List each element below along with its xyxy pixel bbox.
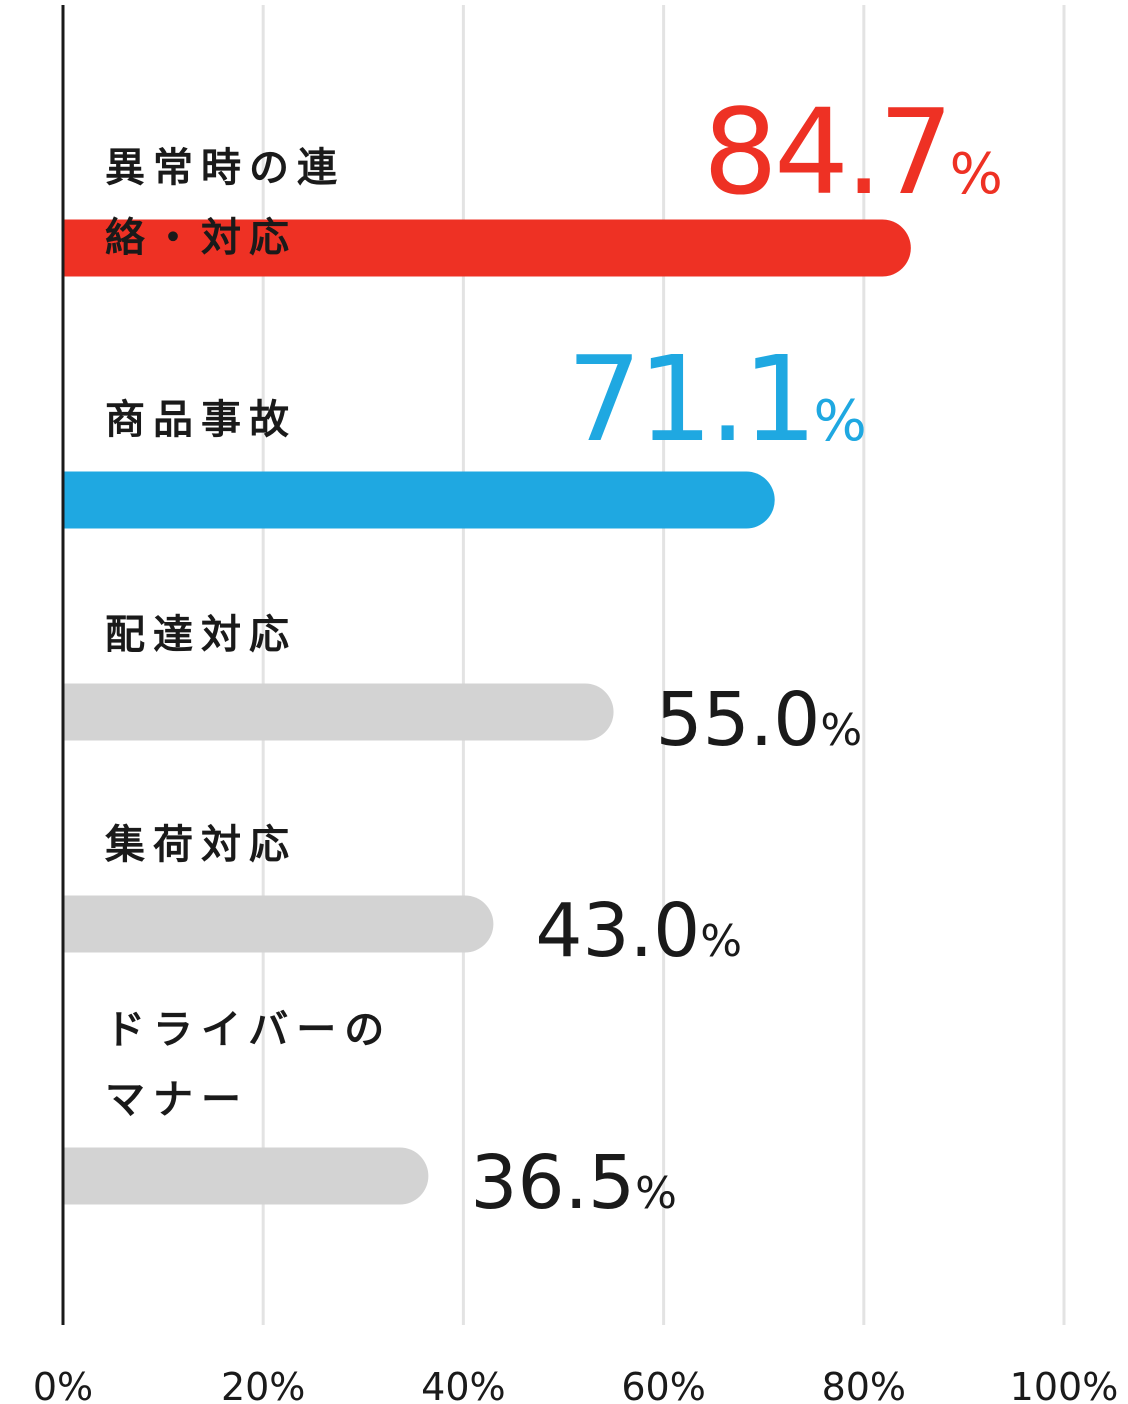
value-label: 84.7% [703, 83, 1003, 221]
category-label: 異常時の連絡・対応 [105, 145, 345, 261]
x-tick-label: 100% [1010, 1365, 1119, 1404]
bar [63, 1147, 429, 1205]
bar [63, 471, 775, 529]
x-tick-label: 20% [221, 1365, 305, 1404]
bar [63, 895, 494, 953]
x-tick-label: 40% [421, 1365, 505, 1404]
x-tick-label: 60% [621, 1365, 705, 1404]
bar [63, 683, 614, 741]
value-label: 71.1% [567, 330, 867, 468]
x-tick-label: 0% [33, 1365, 93, 1404]
x-tick-label: 80% [822, 1365, 906, 1404]
value-label: 36.5% [470, 1140, 677, 1226]
bar [63, 219, 911, 277]
value-label: 43.0% [535, 888, 742, 974]
category-label: ドライバーのマナー [105, 1007, 393, 1123]
category-label: 配達対応 [105, 612, 297, 658]
category-label: 商品事故 [105, 397, 297, 443]
category-label: 集荷対応 [105, 822, 297, 868]
value-label: 55.0% [656, 677, 863, 763]
